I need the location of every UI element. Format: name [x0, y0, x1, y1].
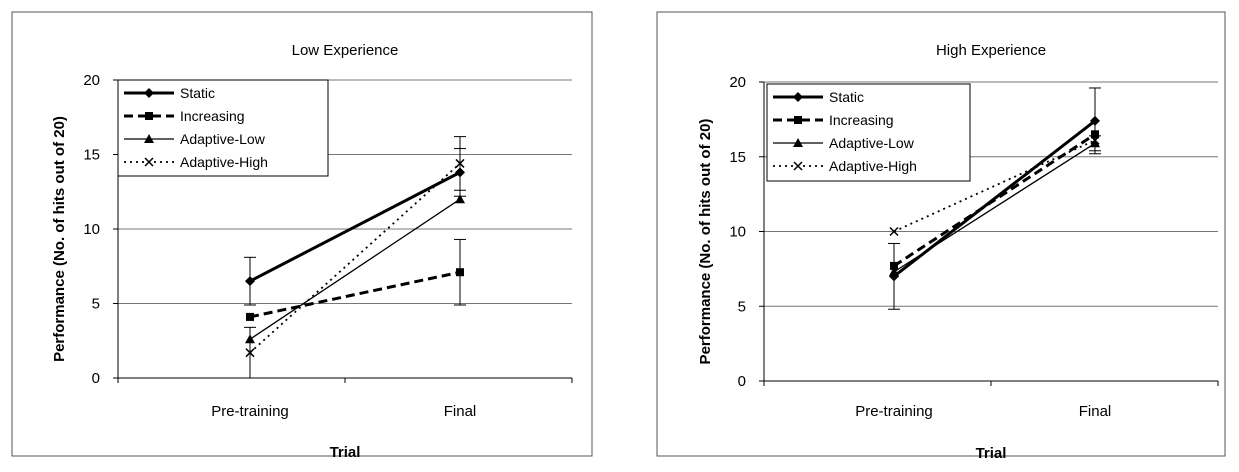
chart-low-experience: Low Experience 0 5 10 15 20 Pre-training Final T…	[11, 11, 593, 461]
legend-label: Adaptive-High	[829, 158, 917, 174]
data-point	[246, 312, 254, 321]
legend-label: Adaptive-Low	[180, 131, 266, 147]
legend-label: Increasing	[829, 112, 894, 128]
legend-marker	[793, 161, 803, 171]
legend-entry-adaptive-high: Adaptive-High	[773, 158, 917, 174]
series-line	[249, 171, 461, 283]
y-tick-label: 0	[92, 370, 100, 387]
y-tick-label: 20	[83, 72, 100, 89]
legend-marker	[144, 157, 154, 167]
legend-marker	[145, 112, 153, 120]
y-tick-label: 20	[729, 74, 746, 91]
y-tick-label: 15	[729, 149, 746, 166]
data-point	[1090, 135, 1100, 145]
x-axis-label: Trial	[330, 444, 361, 461]
data-point	[245, 348, 255, 358]
legend-label: Increasing	[180, 108, 245, 124]
y-tick-label: 5	[738, 298, 746, 315]
data-point	[890, 261, 898, 270]
chart-high-experience: High Experience 0 5 10 15 20 Pre-training Final…	[656, 11, 1226, 462]
legend-entry-adaptive-low: Adaptive-Low	[124, 131, 266, 147]
legend-label: Adaptive-High	[180, 154, 268, 170]
data-point	[1090, 138, 1100, 148]
series-increasing	[890, 130, 1099, 270]
legend-entry-increasing: Increasing	[124, 108, 245, 124]
legend: Static Increasing Adaptive-Low Adaptive-Hig…	[766, 83, 971, 182]
x-tick-label: Pre-training	[211, 403, 289, 420]
chart-title: High Experience	[936, 42, 1046, 59]
x-axis-label: Trial	[976, 445, 1007, 462]
data-point	[455, 158, 465, 168]
legend-box	[766, 83, 971, 182]
legend-entry-static: Static	[773, 89, 864, 105]
legend-entry-increasing: Increasing	[773, 112, 894, 128]
legend-entry-adaptive-high: Adaptive-High	[124, 154, 268, 170]
legend: Static Increasing Adaptive-Low Adaptive-Hig…	[117, 79, 329, 177]
y-tick-label: 10	[83, 221, 100, 238]
data-point	[456, 268, 464, 277]
legend-marker	[144, 88, 154, 98]
legend-label: Adaptive-Low	[829, 135, 915, 151]
y-tick-label: 10	[729, 224, 746, 241]
y-tick-label: 5	[92, 296, 100, 313]
legend-box	[117, 79, 329, 177]
chart-title: Low Experience	[292, 42, 399, 59]
series-line	[249, 162, 461, 354]
legend-label: Static	[829, 89, 864, 105]
x-tick-label: Pre-training	[855, 403, 933, 420]
y-axis-label: Performance (No. of hits out of 20)	[697, 119, 714, 365]
data-point	[245, 276, 255, 287]
series-line	[893, 139, 1096, 233]
data-point	[1091, 130, 1099, 139]
series-line	[893, 142, 1096, 273]
legend-entry-adaptive-low: Adaptive-Low	[773, 135, 915, 151]
y-tick-label: 0	[738, 373, 746, 390]
legend-entry-static: Static	[124, 85, 215, 101]
series-adaptive-high	[244, 136, 466, 379]
data-point	[889, 226, 899, 237]
series-line	[249, 270, 461, 319]
y-axis-label: Performance (No. of hits out of 20)	[51, 116, 68, 362]
series-line	[893, 133, 1096, 268]
x-tick-label: Final	[444, 403, 477, 420]
legend-marker	[794, 116, 802, 124]
series-adaptive-low	[889, 135, 1101, 276]
legend-marker	[793, 92, 803, 102]
legend-marker	[793, 138, 803, 147]
x-tick-label: Final	[1079, 403, 1112, 420]
legend-label: Static	[180, 85, 215, 101]
series-line	[249, 198, 461, 340]
data-point	[889, 266, 899, 276]
data-point	[1090, 115, 1100, 126]
legend-marker	[144, 134, 154, 143]
series-adaptive-high	[889, 135, 1100, 237]
y-tick-label: 15	[83, 147, 100, 164]
data-point	[455, 194, 465, 204]
series-increasing	[246, 238, 466, 321]
